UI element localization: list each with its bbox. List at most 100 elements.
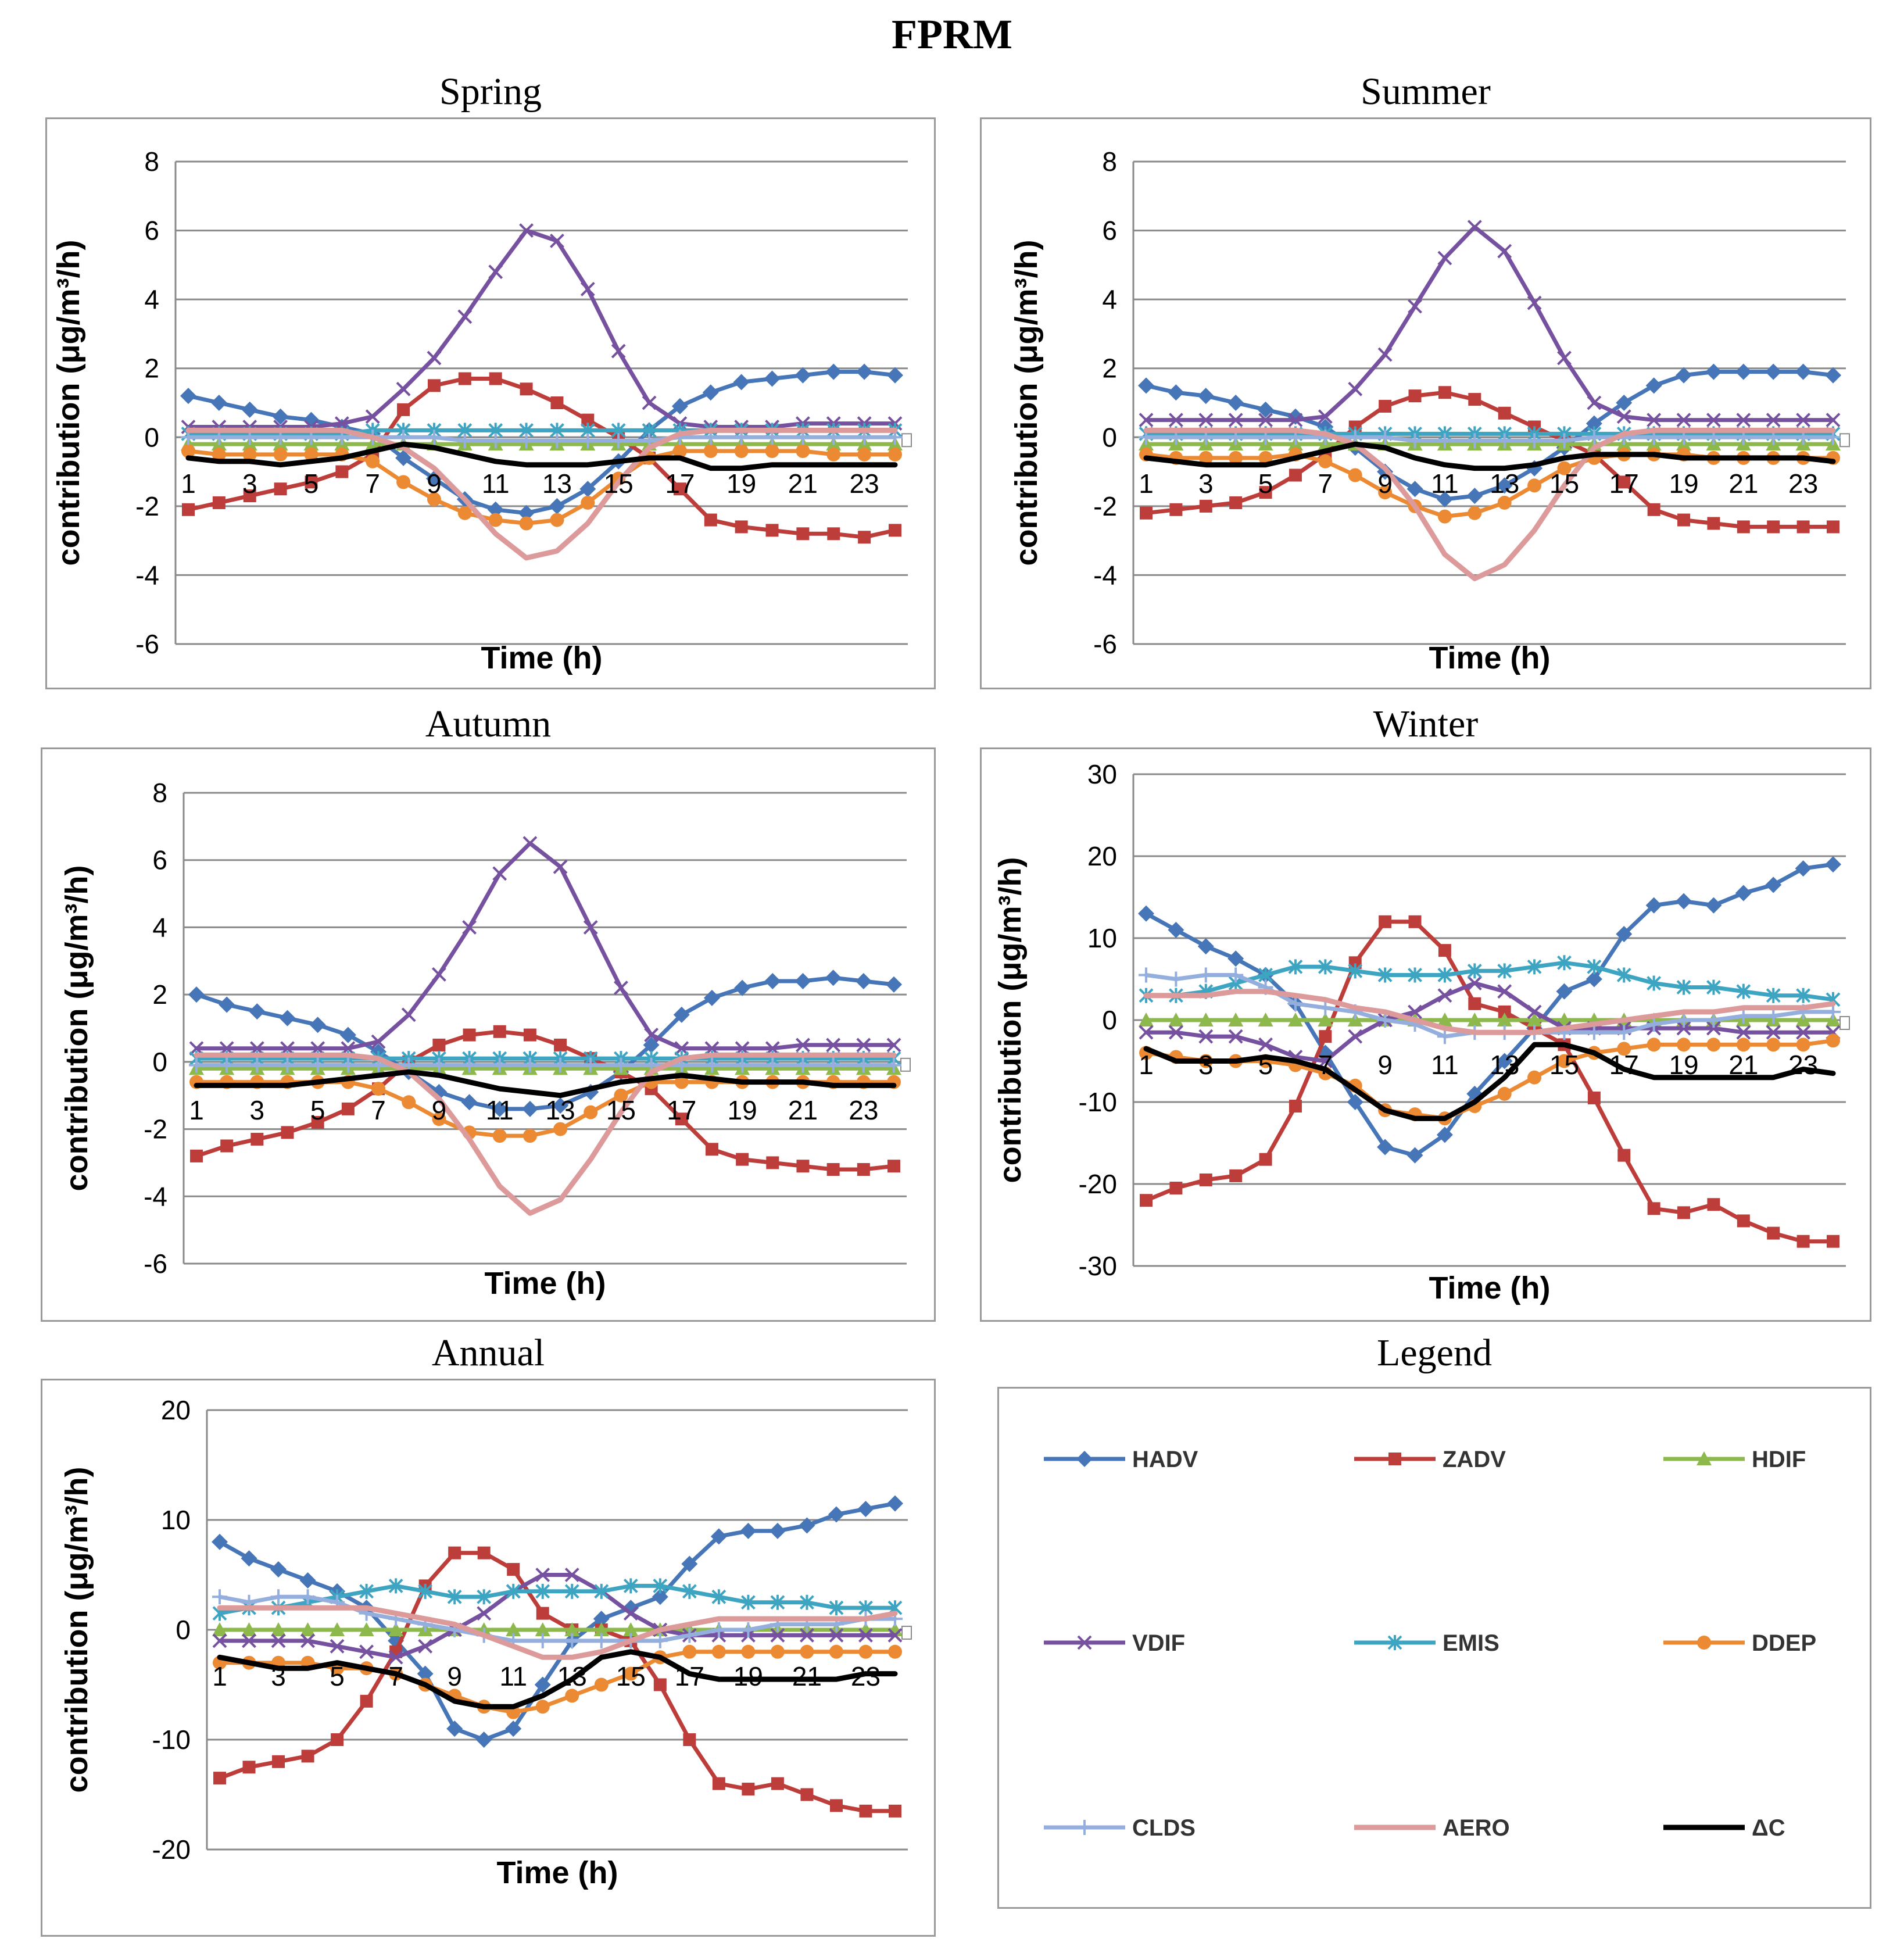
legend-label: ZADV [1443, 1447, 1506, 1472]
x-tick-label: 17 [1609, 468, 1639, 499]
data-point-zadv [305, 475, 318, 489]
data-point-clds [652, 1633, 668, 1648]
data-point-clds [1168, 971, 1184, 987]
data-point-zadv [1199, 499, 1212, 513]
data-point-ddep [1318, 454, 1333, 468]
x-tick-label: 23 [849, 1095, 878, 1125]
x-tick-label: 7 [371, 1095, 386, 1125]
data-point-vdif [359, 1644, 374, 1659]
data-point-emis [1557, 955, 1572, 971]
data-point-hadv [219, 996, 235, 1013]
data-point-ddep [1378, 485, 1393, 500]
x-tick-label: 9 [1377, 1050, 1393, 1080]
data-point-ddep [1647, 1038, 1661, 1052]
data-point-zadv [889, 524, 901, 537]
data-point-clds [553, 1057, 568, 1073]
data-point-ddep [371, 1082, 386, 1096]
data-point-vdif [1467, 976, 1482, 990]
data-point-hdif [1497, 1013, 1512, 1026]
data-point-vdif [418, 1639, 433, 1654]
data-point-emis [1497, 963, 1512, 979]
data-point-emis [623, 1578, 638, 1594]
y-tick-label: 8 [1102, 146, 1117, 177]
data-point-zadv [220, 1139, 234, 1153]
data-point-vdif [826, 1038, 841, 1053]
data-point-clds [711, 1622, 726, 1637]
x-tick-label: 7 [1318, 1050, 1333, 1080]
data-point-ddep [1796, 1038, 1810, 1052]
data-point-zadv [1737, 520, 1750, 534]
data-point-clds [1318, 1000, 1333, 1015]
legend-label: AERO [1443, 1815, 1510, 1841]
y-tick-label: 6 [152, 845, 167, 875]
data-point-ddep [1557, 461, 1572, 475]
data-point-hadv [702, 384, 719, 401]
panel-title-legend: Legend [1377, 1332, 1492, 1374]
x-tick-label: 13 [546, 1095, 575, 1125]
data-point-clds [1377, 430, 1393, 445]
y-tick-label: 10 [161, 1505, 191, 1535]
data-point-ddep [273, 447, 288, 462]
legend-entry-hadv: HADV [1044, 1447, 1198, 1472]
y-tick-label: 2 [152, 979, 167, 1010]
series-hdif [1139, 1013, 1841, 1026]
legend-label: CLDS [1132, 1815, 1196, 1841]
y-tick-label: -20 [1079, 1169, 1117, 1199]
series-hadv [188, 970, 902, 1117]
data-point-ddep [770, 1644, 785, 1659]
data-point-hadv [1377, 1139, 1394, 1156]
data-point-ddep [765, 444, 779, 458]
data-point-ddep [1348, 468, 1362, 482]
data-point-zadv [1289, 1100, 1302, 1113]
x-tick-label: 3 [1198, 468, 1214, 499]
series-line-delta-c [185, 441, 898, 471]
data-point-hadv [534, 1676, 551, 1693]
data-point-zadv [272, 1755, 285, 1768]
series-aero [1143, 989, 1836, 1035]
y-tick-label: -20 [152, 1834, 191, 1865]
data-point-hadv [825, 970, 842, 986]
x-tick-label: 1 [181, 468, 196, 499]
y-axis-label: contribution (μg/m³/h) [59, 1467, 94, 1793]
x-tick-label: 5 [310, 1095, 325, 1125]
data-point-clds [249, 1057, 265, 1073]
data-point-clds [1766, 1008, 1781, 1024]
data-point-zadv [1438, 944, 1451, 957]
data-point-hadv [734, 979, 751, 996]
data-point-emis [359, 1583, 374, 1599]
x-tick-label: 15 [604, 468, 634, 499]
data-point-vdif [553, 859, 568, 874]
data-point-emis [1676, 979, 1691, 995]
data-point-ddep [829, 1644, 843, 1659]
data-point-clds [613, 1057, 629, 1073]
data-point-clds [1228, 967, 1244, 983]
data-point-hadv [1168, 384, 1184, 401]
series-zadv [1140, 915, 1839, 1248]
data-point-vdif [1706, 1021, 1721, 1036]
series-hadv [1138, 363, 1841, 507]
data-point-zadv [1169, 1182, 1183, 1195]
data-point-clds [580, 433, 596, 449]
data-point-emis [418, 1583, 433, 1599]
data-point-hadv [794, 367, 811, 384]
data-point-emis [682, 1583, 697, 1599]
x-tick-label: 11 [1431, 468, 1459, 499]
data-point-emis [506, 1583, 521, 1599]
data-point-vdif [365, 409, 380, 424]
data-point-zadv [1767, 520, 1780, 534]
data-point-hadv [740, 1522, 757, 1539]
data-point-hdif [506, 1622, 521, 1636]
data-point-hadv [552, 1097, 569, 1114]
y-tick-label: 2 [144, 353, 159, 384]
x-tick-label: 11 [1431, 1050, 1459, 1080]
chart-panel-spring [45, 117, 936, 689]
data-point-hdif [1258, 1013, 1273, 1026]
data-point-clds [1287, 996, 1303, 1011]
y-tick-label: 4 [144, 284, 159, 314]
x-tick-label: 13 [557, 1661, 587, 1691]
data-point-vdif [388, 1650, 403, 1665]
y-tick-label: -30 [1079, 1251, 1117, 1281]
panel-title-autumn: Autumn [425, 703, 552, 745]
legend-label: HADV [1132, 1447, 1198, 1472]
